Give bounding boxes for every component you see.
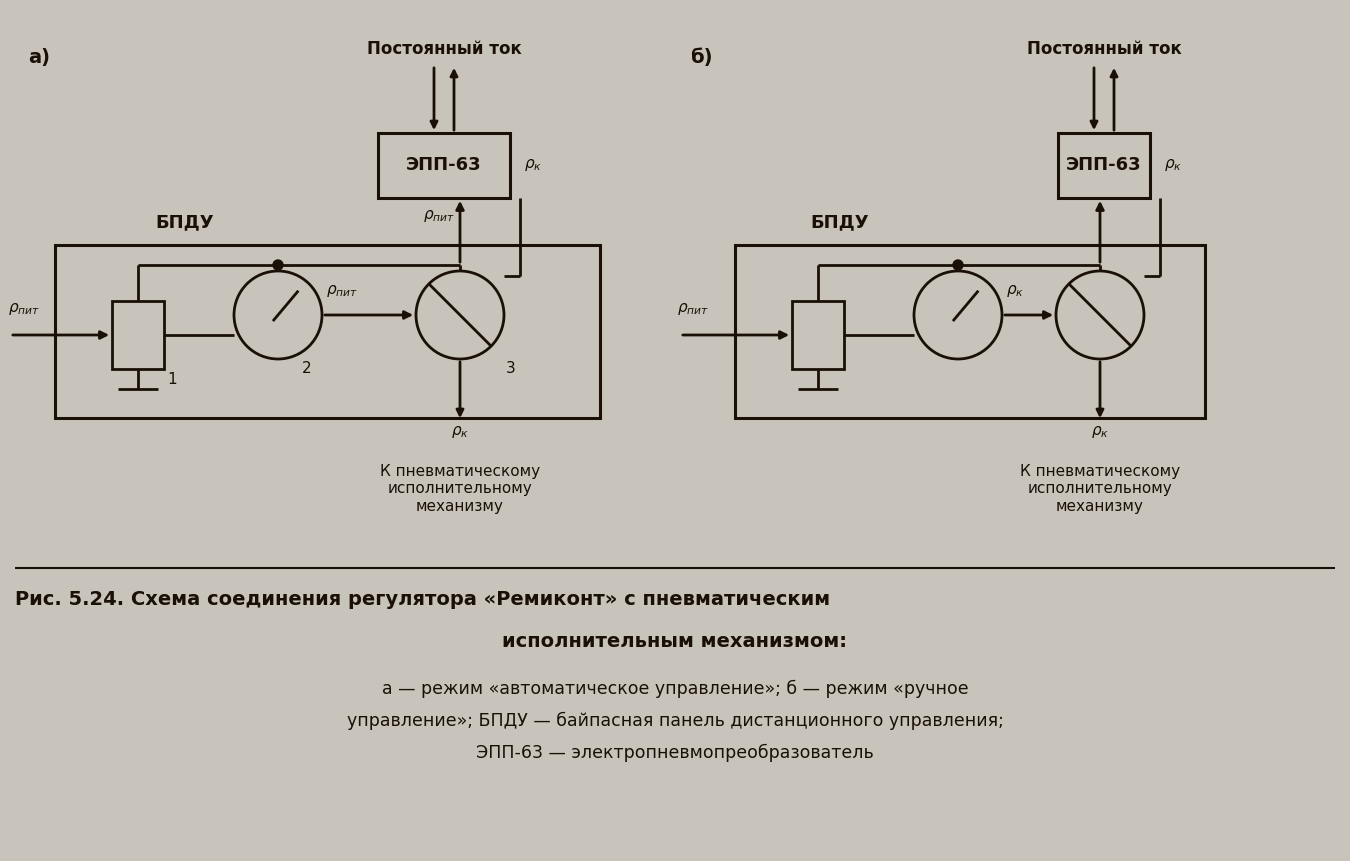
Text: 2: 2: [302, 361, 312, 376]
Text: а): а): [28, 48, 50, 67]
Text: $\rho_{\mathregular{пит}}$: $\rho_{\mathregular{пит}}$: [325, 283, 358, 299]
Bar: [792, 301, 844, 369]
Text: $\rho_{\mathregular{к}}$: $\rho_{\mathregular{к}}$: [1164, 157, 1183, 173]
Text: ЭПП-63: ЭПП-63: [1066, 156, 1142, 174]
Text: $\rho_{\mathregular{к}}$: $\rho_{\mathregular{к}}$: [524, 157, 541, 173]
Text: $\rho_{\mathregular{к}}$: $\rho_{\mathregular{к}}$: [451, 424, 468, 440]
Text: Постоянный ток: Постоянный ток: [1026, 40, 1181, 58]
Text: $\rho_{\mathregular{пит}}$: $\rho_{\mathregular{пит}}$: [8, 301, 40, 317]
Text: $\rho_{\mathregular{к}}$: $\rho_{\mathregular{к}}$: [1091, 424, 1108, 440]
Text: исполнительным механизмом:: исполнительным механизмом:: [502, 632, 848, 651]
Text: $\rho_{\mathregular{пит}}$: $\rho_{\mathregular{пит}}$: [423, 208, 455, 224]
Bar: [1058, 133, 1150, 198]
Text: Постоянный ток: Постоянный ток: [367, 40, 521, 58]
Text: $\rho_{\mathregular{к}}$: $\rho_{\mathregular{к}}$: [1006, 283, 1025, 299]
Text: БПДУ: БПДУ: [155, 213, 213, 231]
Text: а — режим «автоматическое управление»; б — режим «ручное: а — режим «автоматическое управление»; б…: [382, 680, 968, 698]
Text: 1: 1: [167, 372, 177, 387]
Text: К пневматическому
исполнительному
механизму: К пневматическому исполнительному механи…: [379, 464, 540, 514]
Text: БПДУ: БПДУ: [810, 213, 868, 231]
Text: б): б): [690, 48, 713, 67]
Text: $\rho_{\mathregular{пит}}$: $\rho_{\mathregular{пит}}$: [676, 301, 709, 317]
Bar: [734, 245, 1206, 418]
Text: Рис. 5.24. Схема соединения регулятора «Ремиконт» с пневматическим: Рис. 5.24. Схема соединения регулятора «…: [15, 590, 830, 609]
Bar: [112, 301, 163, 369]
Text: управление»; БПДУ — байпасная панель дистанционного управления;: управление»; БПДУ — байпасная панель дис…: [347, 712, 1003, 730]
Text: ЭПП-63: ЭПП-63: [406, 156, 482, 174]
Circle shape: [273, 260, 284, 270]
Text: ЭПП-63 — электропневмопреобразователь: ЭПП-63 — электропневмопреобразователь: [477, 744, 873, 762]
Circle shape: [953, 260, 963, 270]
Bar: [378, 133, 510, 198]
Text: К пневматическому
исполнительному
механизму: К пневматическому исполнительному механи…: [1021, 464, 1180, 514]
Bar: [55, 245, 599, 418]
Text: 3: 3: [506, 361, 516, 376]
